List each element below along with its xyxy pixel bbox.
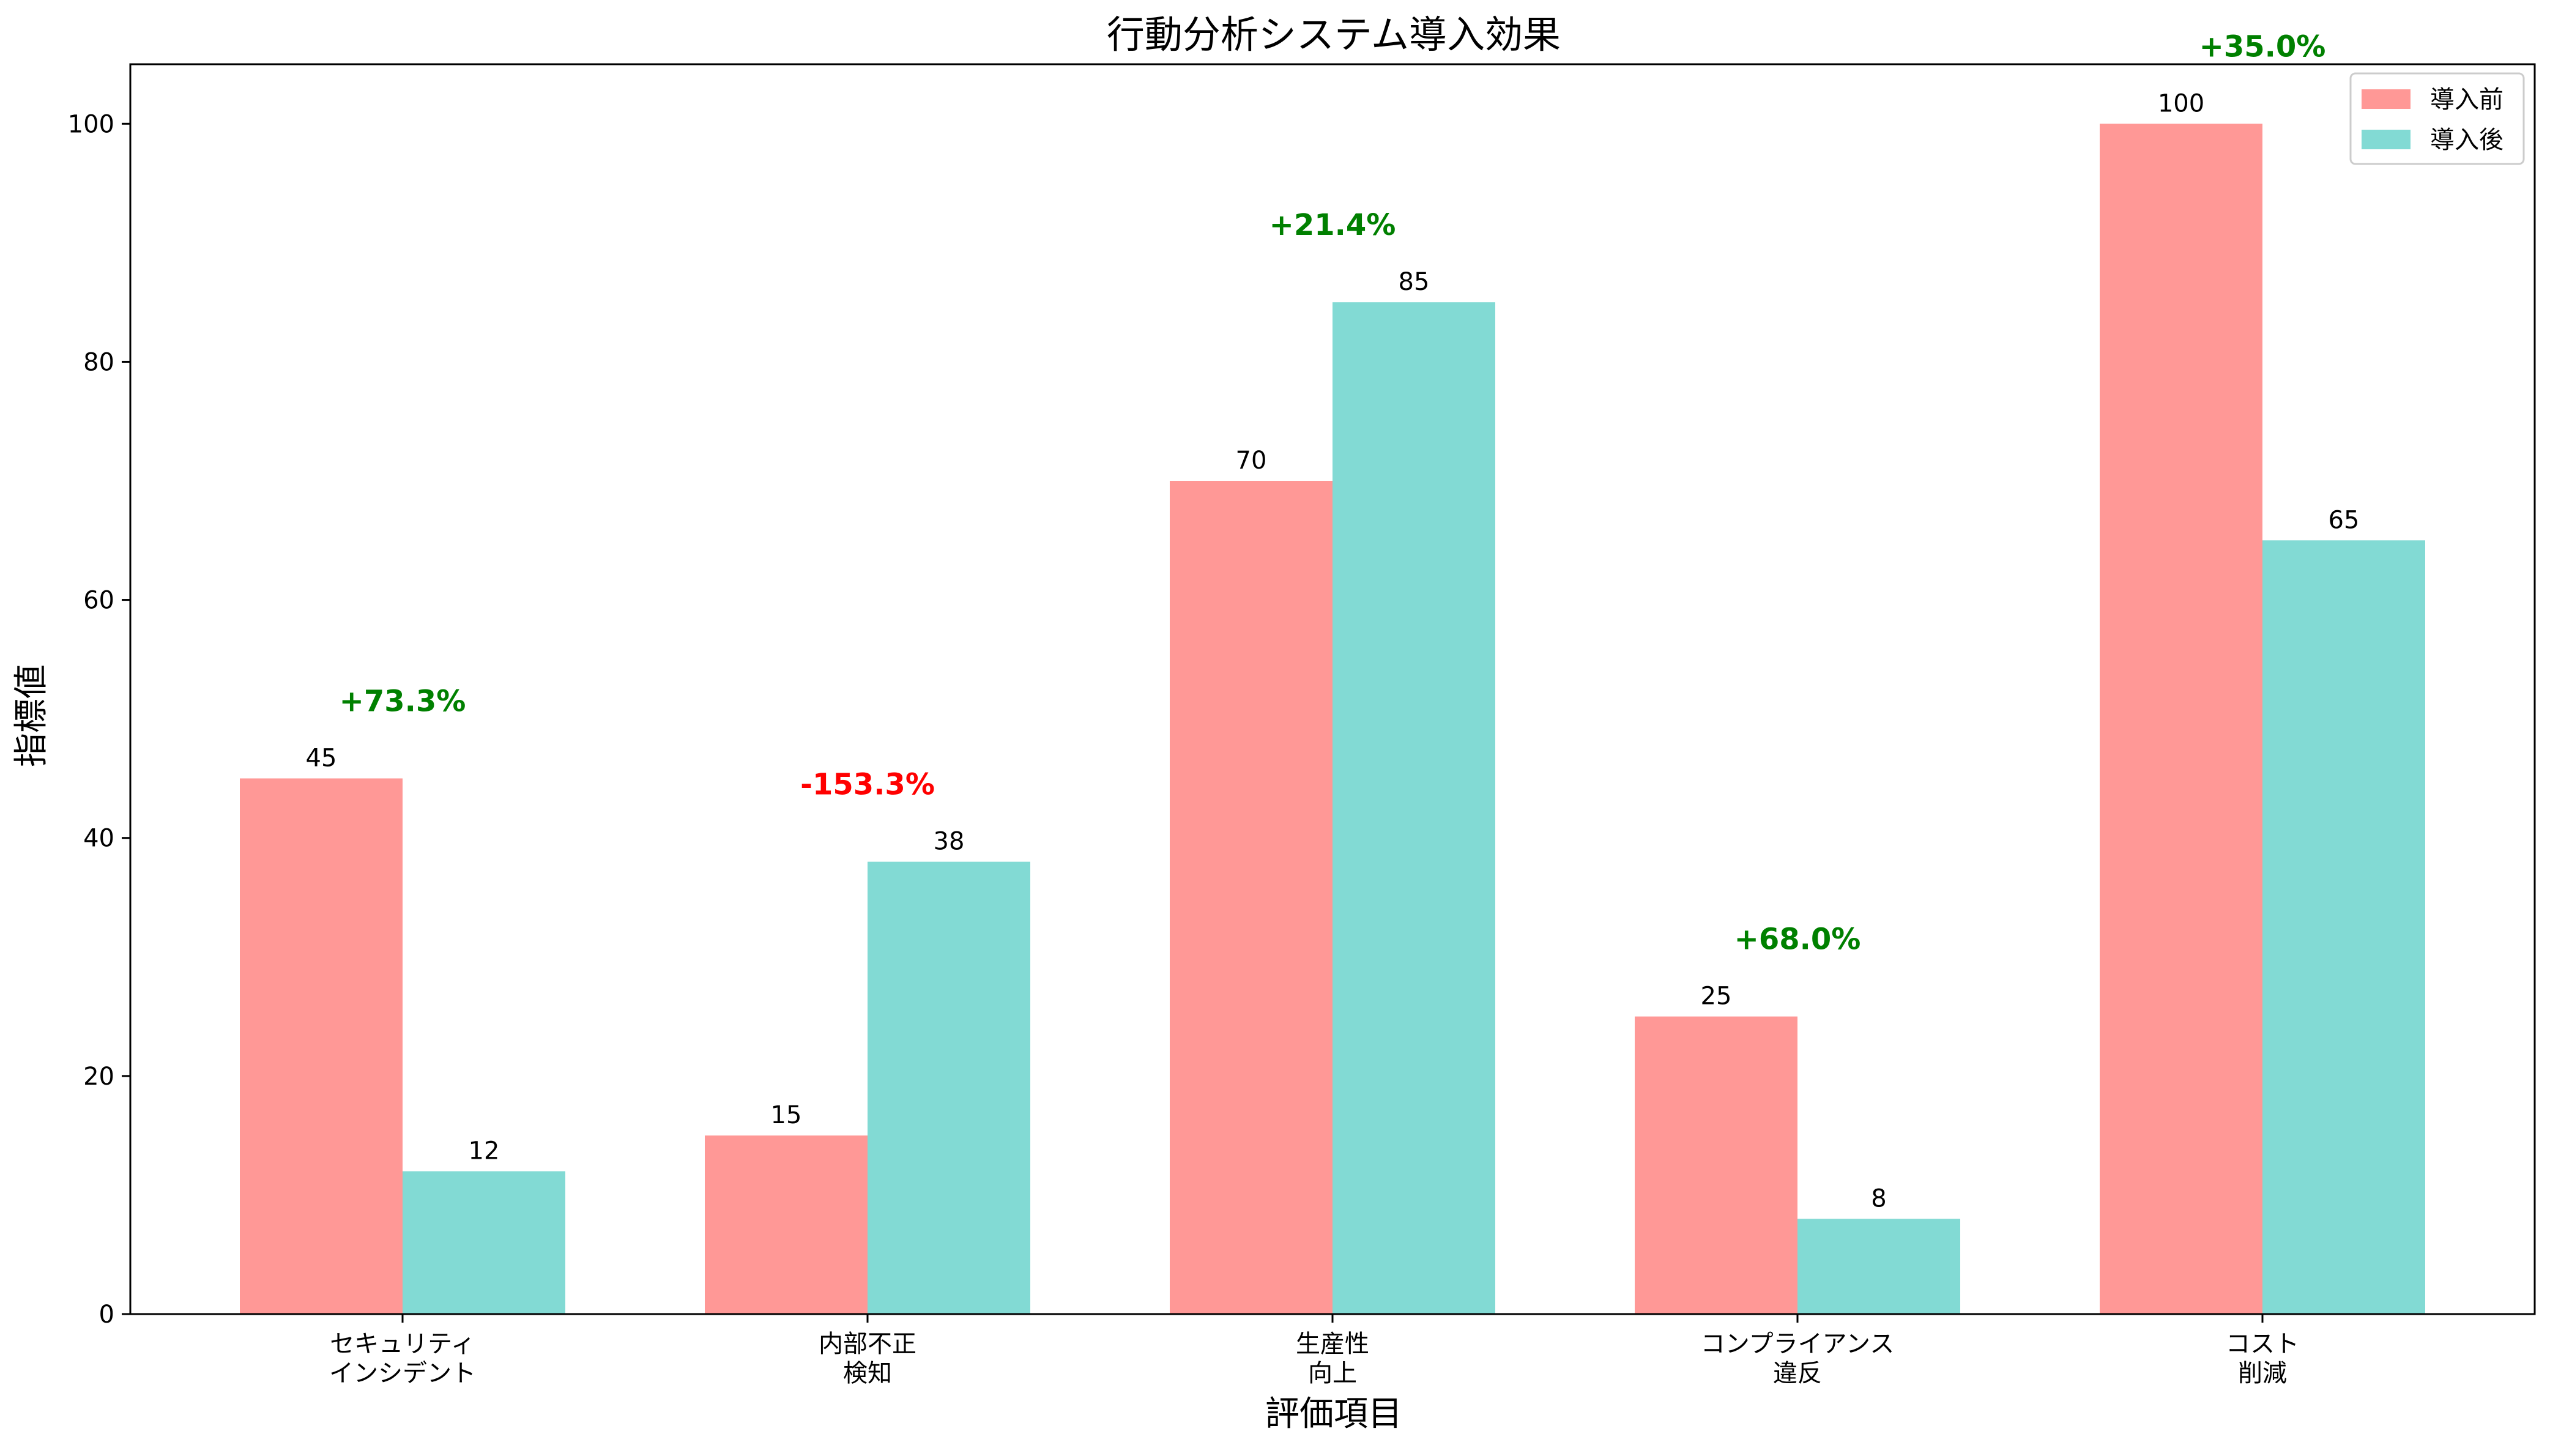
bar <box>403 1171 565 1314</box>
x-tick-label-line: コスト <box>2226 1330 2299 1358</box>
legend-label: 導入前 <box>2430 86 2504 114</box>
y-tick-label: 60 <box>83 587 114 615</box>
y-axis-label: 指標値 <box>12 664 51 767</box>
x-tick-label-line: インシデント <box>329 1359 476 1387</box>
bar-value-label: 45 <box>306 744 337 772</box>
x-tick-label-line: 内部不正 <box>819 1330 916 1358</box>
x-tick-label: 内部不正検知 <box>819 1330 916 1387</box>
x-tick-label: コンプライアンス違反 <box>1701 1330 1894 1387</box>
x-tick-label: コスト削減 <box>2226 1330 2299 1387</box>
x-tick-label-line: コンプライアンス <box>1701 1330 1894 1358</box>
x-tick-label-line: 検知 <box>843 1359 892 1387</box>
x-tick-label-line: セキュリティ <box>330 1330 475 1358</box>
change-annotation: +73.3% <box>340 684 466 718</box>
bar-value-label: 85 <box>1399 268 1430 296</box>
x-tick-label-line: 削減 <box>2238 1359 2287 1387</box>
change-annotation: +21.4% <box>1269 208 1396 242</box>
y-tick-label: 80 <box>83 348 114 376</box>
bar <box>240 778 403 1314</box>
x-axis-label: 評価項目 <box>1265 1394 1402 1434</box>
bar <box>2100 124 2262 1314</box>
x-tick-label-line: 生産性 <box>1296 1330 1369 1358</box>
change-annotation: +35.0% <box>2199 29 2326 64</box>
legend-swatch <box>2362 89 2411 109</box>
bar <box>2262 540 2425 1315</box>
x-tick-label: セキュリティインシデント <box>329 1330 476 1387</box>
bar-value-label: 65 <box>2329 506 2360 534</box>
bar <box>1797 1219 1960 1314</box>
bar <box>868 861 1030 1314</box>
y-tick-label: 100 <box>68 110 114 138</box>
bar-value-label: 100 <box>2158 89 2204 117</box>
change-annotation: +68.0% <box>1734 923 1861 957</box>
y-tick-label: 40 <box>83 825 114 853</box>
bar-value-label: 25 <box>1701 982 1732 1011</box>
bar <box>1333 302 1495 1315</box>
bar-value-label: 8 <box>1871 1184 1886 1213</box>
chart-title: 行動分析システム導入効果 <box>1107 12 1561 57</box>
bar <box>1635 1016 1797 1314</box>
x-tick-label: 生産性向上 <box>1296 1330 1369 1387</box>
legend-swatch <box>2362 130 2411 149</box>
plot-area: 45 15 70 25 100 12 38 85 8 65 +73.3% -153.3% +21.4% +… <box>68 29 2536 1387</box>
legend-label: 導入後 <box>2430 126 2504 154</box>
bar <box>705 1135 868 1314</box>
bar-value-label: 38 <box>934 828 965 856</box>
y-tick-label: 20 <box>83 1063 114 1091</box>
bar-value-label: 70 <box>1236 447 1267 475</box>
bar-value-label: 12 <box>469 1137 500 1165</box>
y-tick-label: 0 <box>99 1301 114 1329</box>
x-tick-label-line: 向上 <box>1308 1359 1357 1387</box>
bar <box>1170 481 1333 1314</box>
change-annotation: -153.3% <box>800 768 935 802</box>
x-tick-label-line: 違反 <box>1773 1359 1822 1387</box>
bar-value-label: 15 <box>771 1101 802 1129</box>
